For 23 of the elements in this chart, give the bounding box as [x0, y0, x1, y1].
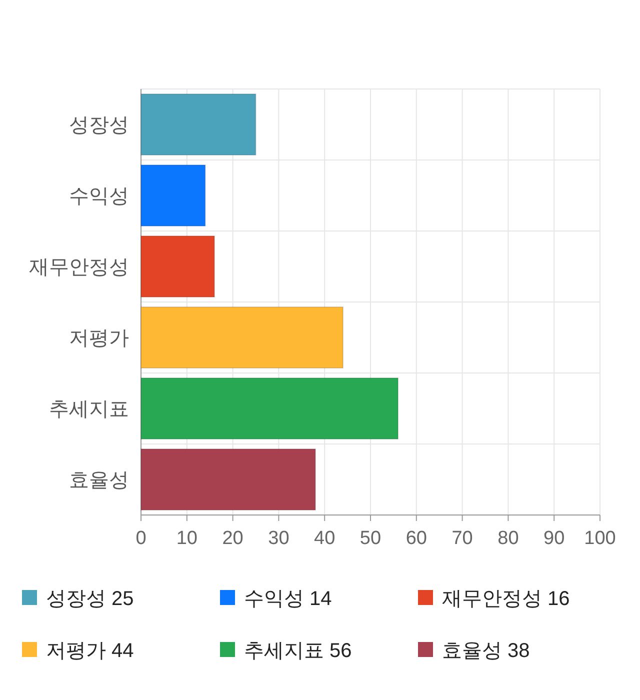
legend-label: 재무안정성 16	[442, 588, 570, 610]
x-tick-label: 40	[314, 528, 336, 549]
y-tick-label: 효율성	[69, 470, 129, 492]
legend-label: 성장성 25	[46, 588, 134, 610]
y-tick-label: 저평가	[69, 328, 129, 350]
y-tick-label: 수익성	[69, 186, 129, 208]
legend-label: 수익성 14	[244, 588, 332, 610]
x-tick-label: 60	[406, 528, 427, 549]
y-tick-label: 추세지표	[49, 398, 129, 420]
y-tick-label: 재무안정성	[29, 256, 129, 278]
x-tick-label: 20	[222, 528, 244, 549]
legend-label: 추세지표 56	[244, 640, 352, 662]
x-tick-label: 90	[544, 528, 565, 549]
x-tick-label: 10	[176, 528, 198, 549]
y-tick-label: 성장성	[69, 114, 129, 136]
x-tick-label: 70	[452, 528, 473, 549]
x-tick-label: 50	[360, 528, 382, 549]
x-tick-label: 100	[584, 528, 616, 549]
x-tick-label: 30	[268, 528, 290, 549]
legend-label: 효율성 38	[442, 640, 530, 662]
x-tick-label: 80	[498, 528, 519, 549]
legend-label: 저평가 44	[46, 640, 134, 662]
x-tick-label: 0	[136, 528, 146, 549]
